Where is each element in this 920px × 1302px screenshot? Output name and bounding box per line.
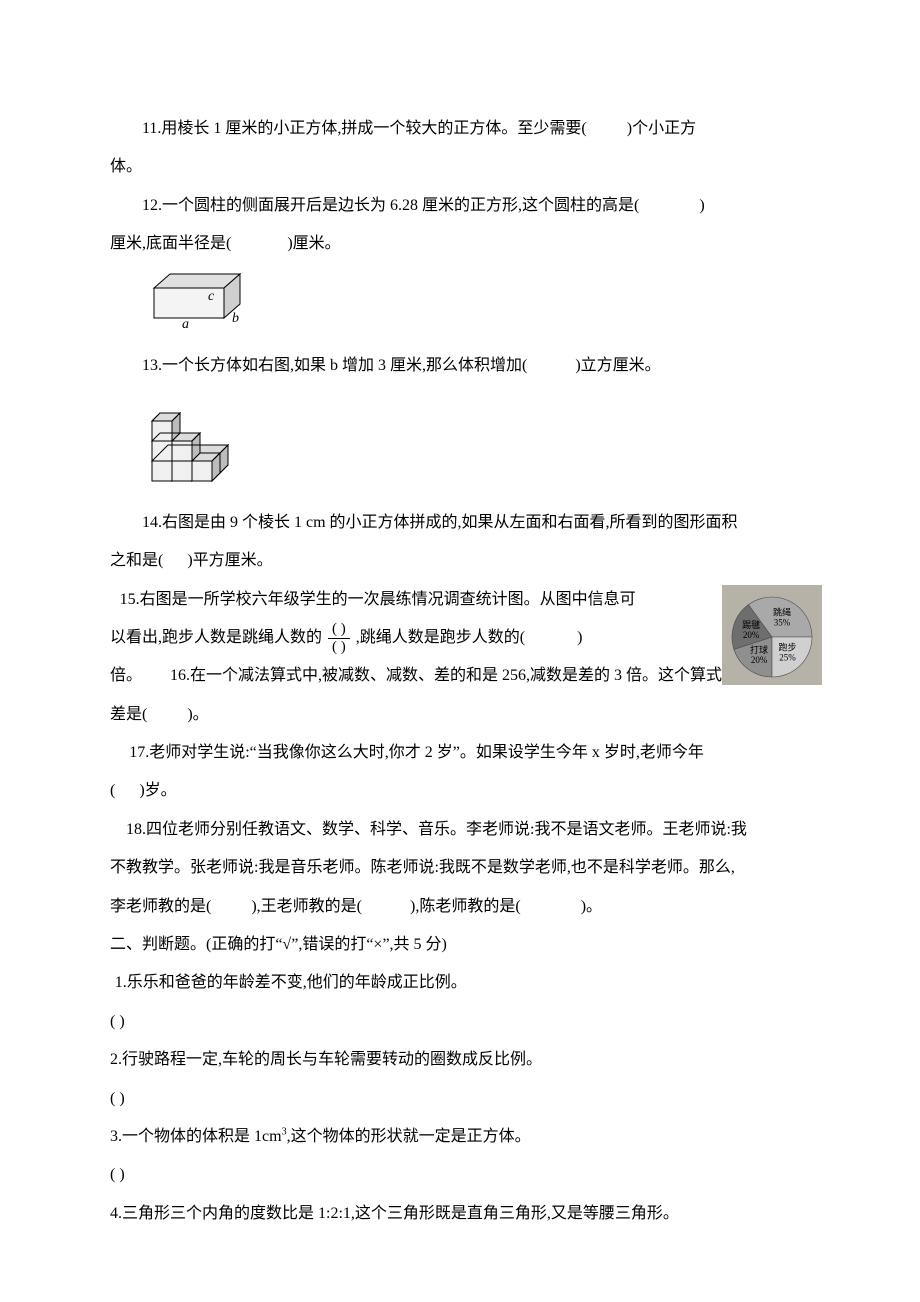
q18-text-b: 不教教学。张老师说:我是音乐老师。陈老师说:我既不是数学老师,也不是科学老师。那… — [110, 859, 735, 876]
q11-text-c: 体。 — [110, 158, 142, 175]
section2-title: 二、判断题。(正确的打“√”,错误的打“×”,共 5 分) — [110, 926, 810, 964]
q18-text-e: ),陈老师教的是( — [410, 898, 521, 915]
q14-line2: 之和是( )平方厘米。 — [110, 542, 810, 580]
svg-text:跑步: 跑步 — [779, 641, 797, 652]
q15-blank — [529, 629, 573, 646]
svg-text:25%: 25% — [779, 652, 796, 662]
q16-text-a: 倍。 — [110, 667, 142, 684]
q14-text-b: 之和是( — [110, 552, 163, 569]
q17-line2: ( )岁。 — [110, 772, 810, 810]
label-b: b — [232, 311, 239, 326]
q16-line2: 差是( )。 — [110, 696, 810, 734]
s2-q3-text: 3.一个物体的体积是 1cm — [110, 1128, 282, 1145]
q18-blank1 — [215, 898, 247, 915]
svg-text:20%: 20% — [751, 654, 768, 664]
q18-blank3 — [525, 898, 577, 915]
q11-line2: 体。 — [110, 148, 810, 186]
q11-line1: 11.用棱长 1 厘米的小正方体,拼成一个较大的正方体。至少需要( )个小正方 — [110, 110, 810, 148]
q18-text-a: 18.四位老师分别任教语文、数学、科学、音乐。李老师说:我不是语文老师。王老师说… — [126, 821, 747, 838]
q15-wrap: 打球20%踢毽20%跳绳35%跑步25% 15.右图是一所学校六年级学生的一次晨… — [110, 581, 810, 658]
q12-text-c: 厘米,底面半径是( — [110, 235, 231, 252]
q14-text-a: 14.右图是由 9 个棱长 1 cm 的小正方体拼成的,如果从左面和右面看,所看… — [142, 514, 738, 531]
q15-line2: 以看出,跑步人数是跳绳人数的 ( ) ( ) ,跳绳人数是跑步人数的( ) — [110, 619, 810, 657]
q12-line1: 12.一个圆柱的侧面展开后是边长为 6.28 厘米的正方形,这个圆柱的高是( ) — [110, 187, 810, 225]
svg-text:跳绳: 跳绳 — [773, 606, 791, 617]
q14-text-c: )平方厘米。 — [187, 552, 272, 569]
q12-line2: 厘米,底面半径是( )厘米。 — [110, 225, 810, 263]
q15-text-b: 以看出,跑步人数是跳绳人数的 — [110, 629, 322, 646]
q18-line2: 不教教学。张老师说:我是音乐老师。陈老师说:我既不是数学老师,也不是科学老师。那… — [110, 849, 810, 887]
q18-text-f: )。 — [581, 898, 602, 915]
s2-q2-blank: ( ) — [110, 1080, 810, 1118]
q16-text-b: 16.在一个减法算式中,被减数、减数、差的和是 256,减数是差的 3 倍。这个… — [170, 667, 742, 684]
s2-q3-blank: ( ) — [110, 1156, 810, 1194]
q12-text-d: )厘米。 — [287, 235, 340, 252]
q12-text-b: ) — [699, 197, 704, 214]
svg-text:踢毽: 踢毽 — [742, 619, 760, 630]
q15-text-c: ,跳绳人数是跑步人数的( — [356, 629, 525, 646]
q15-line1: 15.右图是一所学校六年级学生的一次晨练情况调查统计图。从图中信息可 — [110, 581, 810, 619]
q14-figure — [142, 391, 810, 501]
svg-text:打球: 打球 — [750, 643, 768, 654]
q18-line1: 18.四位老师分别任教语文、数学、科学、音乐。李老师说:我不是语文老师。王老师说… — [110, 811, 810, 849]
q13-blank — [531, 357, 571, 374]
q17-line1: 17.老师对学生说:“当我像你这么大时,你才 2 岁”。如果设学生今年 x 岁时… — [110, 734, 810, 772]
svg-text:35%: 35% — [774, 617, 791, 627]
frac-den: ( ) — [328, 639, 350, 656]
q12-text-a: 12.一个圆柱的侧面展开后是边长为 6.28 厘米的正方形,这个圆柱的高是( — [142, 197, 639, 214]
frac-num: ( ) — [328, 621, 350, 639]
q15-pie: 打球20%踢毽20%跳绳35%跑步25% — [722, 585, 822, 700]
s2-q1: 1.乐乐和爸爸的年龄差不变,他们的年龄成正比例。 — [110, 964, 810, 1002]
q11-text-b: )个小正方 — [627, 120, 696, 137]
svg-text:20%: 20% — [743, 630, 760, 640]
q17-text-c: )岁。 — [139, 782, 176, 799]
s2-q3-tail: ,这个物体的形状就一定是正方体。 — [287, 1128, 531, 1145]
q13-figure: a b c — [142, 270, 810, 345]
q11-blank — [591, 120, 623, 137]
q18-blank2 — [366, 898, 406, 915]
q16-text-d: )。 — [187, 706, 208, 723]
q17-text-a: 17.老师对学生说:“当我像你这么大时,你才 2 岁”。如果设学生今年 x 岁时… — [129, 744, 704, 761]
q18-text-c: 李老师教的是( — [110, 898, 211, 915]
q16-line1: 倍。 16.在一个减法算式中,被减数、减数、差的和是 256,减数是差的 3 倍… — [110, 657, 810, 695]
q15-text-a: 15.右图是一所学校六年级学生的一次晨练情况调查统计图。从图中信息可 — [120, 591, 636, 608]
q13-line: 13.一个长方体如右图,如果 b 增加 3 厘米,那么体积增加( )立方厘米。 — [110, 347, 810, 385]
q18-text-d: ),王老师教的是( — [251, 898, 362, 915]
s2-q2: 2.行驶路程一定,车轮的周长与车轮需要转动的圈数成反比例。 — [110, 1041, 810, 1079]
q14-line1: 14.右图是由 9 个棱长 1 cm 的小正方体拼成的,如果从左面和右面看,所看… — [110, 504, 810, 542]
q12-blank1 — [643, 197, 695, 214]
label-c: c — [208, 289, 215, 304]
q15-fraction: ( ) ( ) — [328, 621, 350, 655]
q14-blank — [167, 552, 183, 569]
q15-text-d: ) — [577, 629, 582, 646]
q13-text-b: )立方厘米。 — [575, 357, 660, 374]
q16-text-c: 差是( — [110, 706, 147, 723]
label-a: a — [182, 317, 189, 330]
q12-blank2 — [235, 235, 283, 252]
q17-text-b: ( — [110, 782, 115, 799]
s2-q3: 3.一个物体的体积是 1cm3,这个物体的形状就一定是正方体。 — [110, 1118, 810, 1156]
q17-blank — [119, 782, 135, 799]
q11-text-a: 11.用棱长 1 厘米的小正方体,拼成一个较大的正方体。至少需要( — [142, 120, 587, 137]
q13-text-a: 13.一个长方体如右图,如果 b 增加 3 厘米,那么体积增加( — [142, 357, 527, 374]
s2-q1-blank: ( ) — [110, 1003, 810, 1041]
q16-gap — [146, 667, 166, 684]
q18-line3: 李老师教的是( ),王老师教的是( ),陈老师教的是( )。 — [110, 888, 810, 926]
q16-blank — [151, 706, 183, 723]
s2-q4: 4.三角形三个内角的度数比是 1:2:1,这个三角形既是直角三角形,又是等腰三角… — [110, 1195, 810, 1233]
